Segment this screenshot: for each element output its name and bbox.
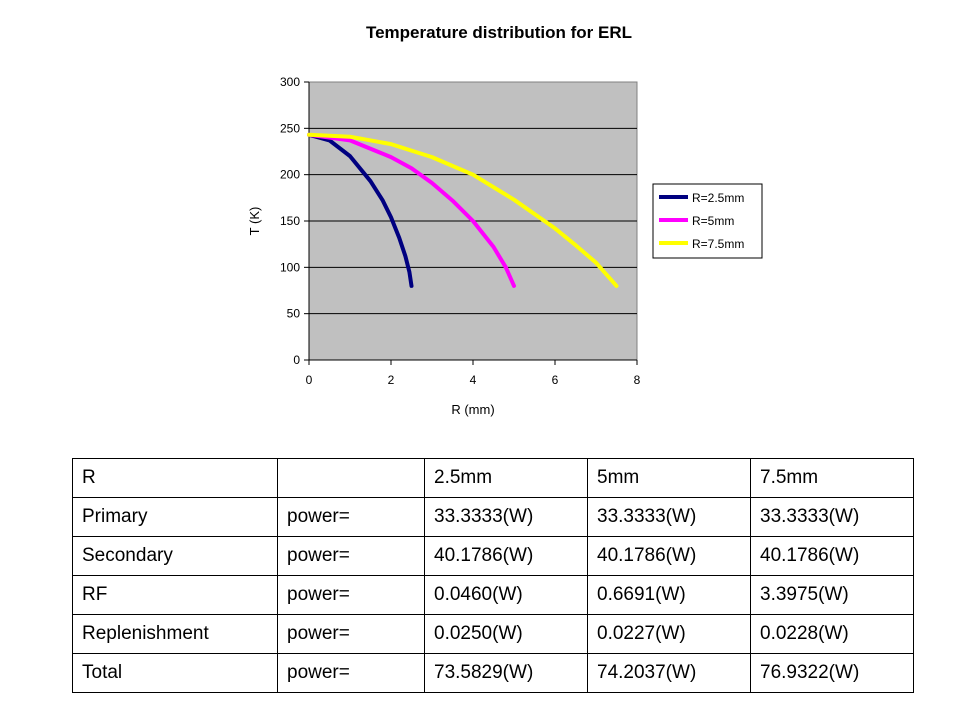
y-tick-label: 100 [280, 260, 300, 274]
table-cell: 0.0227(W) [587, 614, 751, 654]
table-cell: power= [277, 536, 425, 576]
table-cell: 76.9322(W) [750, 653, 914, 693]
series-line-2 [307, 132, 516, 288]
table-cell: Primary [72, 497, 278, 537]
axes: 0 50 100 150 200 250 300 0 2 4 6 8 [280, 75, 641, 387]
table-cell: R [72, 458, 278, 498]
table-cell: 40.1786(W) [587, 536, 751, 576]
table-cell: power= [277, 575, 425, 615]
table-cell: 3.3975(W) [750, 575, 914, 615]
table-cell: 5mm [587, 458, 751, 498]
table-cell: Secondary [72, 536, 278, 576]
x-tick-label: 2 [388, 373, 395, 387]
table-cell: 40.1786(W) [750, 536, 914, 576]
table-cell: 0.0228(W) [750, 614, 914, 654]
table-cell: 7.5mm [750, 458, 914, 498]
table-cell: 33.3333(W) [424, 497, 588, 537]
series-lines [307, 132, 619, 288]
temperature-chart: Temperature distribution for ERL 0 50 100 1… [247, 23, 763, 417]
legend-label: R=7.5mm [692, 237, 744, 251]
y-tick-label: 50 [287, 307, 301, 321]
table-cell: 33.3333(W) [750, 497, 914, 537]
power-table: R 2.5mm 5mm 7.5mm Primary power= 33.3333(W) 33.… [72, 458, 914, 693]
table-cell: 74.2037(W) [587, 653, 751, 693]
table-cell: Replenishment [72, 614, 278, 654]
table-cell: 40.1786(W) [424, 536, 588, 576]
chart-title: Temperature distribution for ERL [366, 23, 632, 42]
legend-label: R=2.5mm [692, 191, 744, 205]
y-tick-label: 300 [280, 75, 300, 89]
x-tick-label: 0 [306, 373, 313, 387]
table-cell: 0.6691(W) [587, 575, 751, 615]
y-tick-label: 200 [280, 168, 300, 182]
y-tick-label: 150 [280, 214, 300, 228]
x-tick-label: 8 [634, 373, 641, 387]
table-row: RF power= 0.0460(W) 0.6691(W) 3.3975(W) [72, 575, 914, 615]
x-tick-label: 6 [552, 373, 559, 387]
table-row: Total power= 73.5829(W) 74.2037(W) 76.9322(W… [72, 653, 914, 693]
table-cell: 33.3333(W) [587, 497, 751, 537]
x-axis-label: R (mm) [451, 402, 494, 417]
table-row: R 2.5mm 5mm 7.5mm [72, 458, 914, 498]
table-cell: power= [277, 653, 425, 693]
series-line-3 [307, 132, 619, 288]
table-cell: Total [72, 653, 278, 693]
legend-label: R=5mm [692, 214, 734, 228]
table-row: Replenishment power= 0.0250(W) 0.0227(W) 0.0… [72, 614, 914, 654]
legend: R=2.5mm R=5mm R=7.5mm [652, 183, 763, 259]
table-cell: power= [277, 614, 425, 654]
table-cell: 0.0460(W) [424, 575, 588, 615]
table-row: Primary power= 33.3333(W) 33.3333(W) 33.3333… [72, 497, 914, 537]
y-axis-label: T (K) [247, 207, 262, 236]
y-tick-label: 250 [280, 121, 300, 135]
table-row: Secondary power= 40.1786(W) 40.1786(W) 40.17… [72, 536, 914, 576]
y-tick-label: 0 [293, 353, 300, 367]
series-line-1 [307, 132, 414, 288]
table-cell: 0.0250(W) [424, 614, 588, 654]
table-cell: RF [72, 575, 278, 615]
table-cell: 2.5mm [424, 458, 588, 498]
x-tick-label: 4 [470, 373, 477, 387]
table-cell: power= [277, 497, 425, 537]
gridlines [309, 127, 637, 315]
table-cell: 73.5829(W) [424, 653, 588, 693]
table-cell [277, 458, 425, 498]
